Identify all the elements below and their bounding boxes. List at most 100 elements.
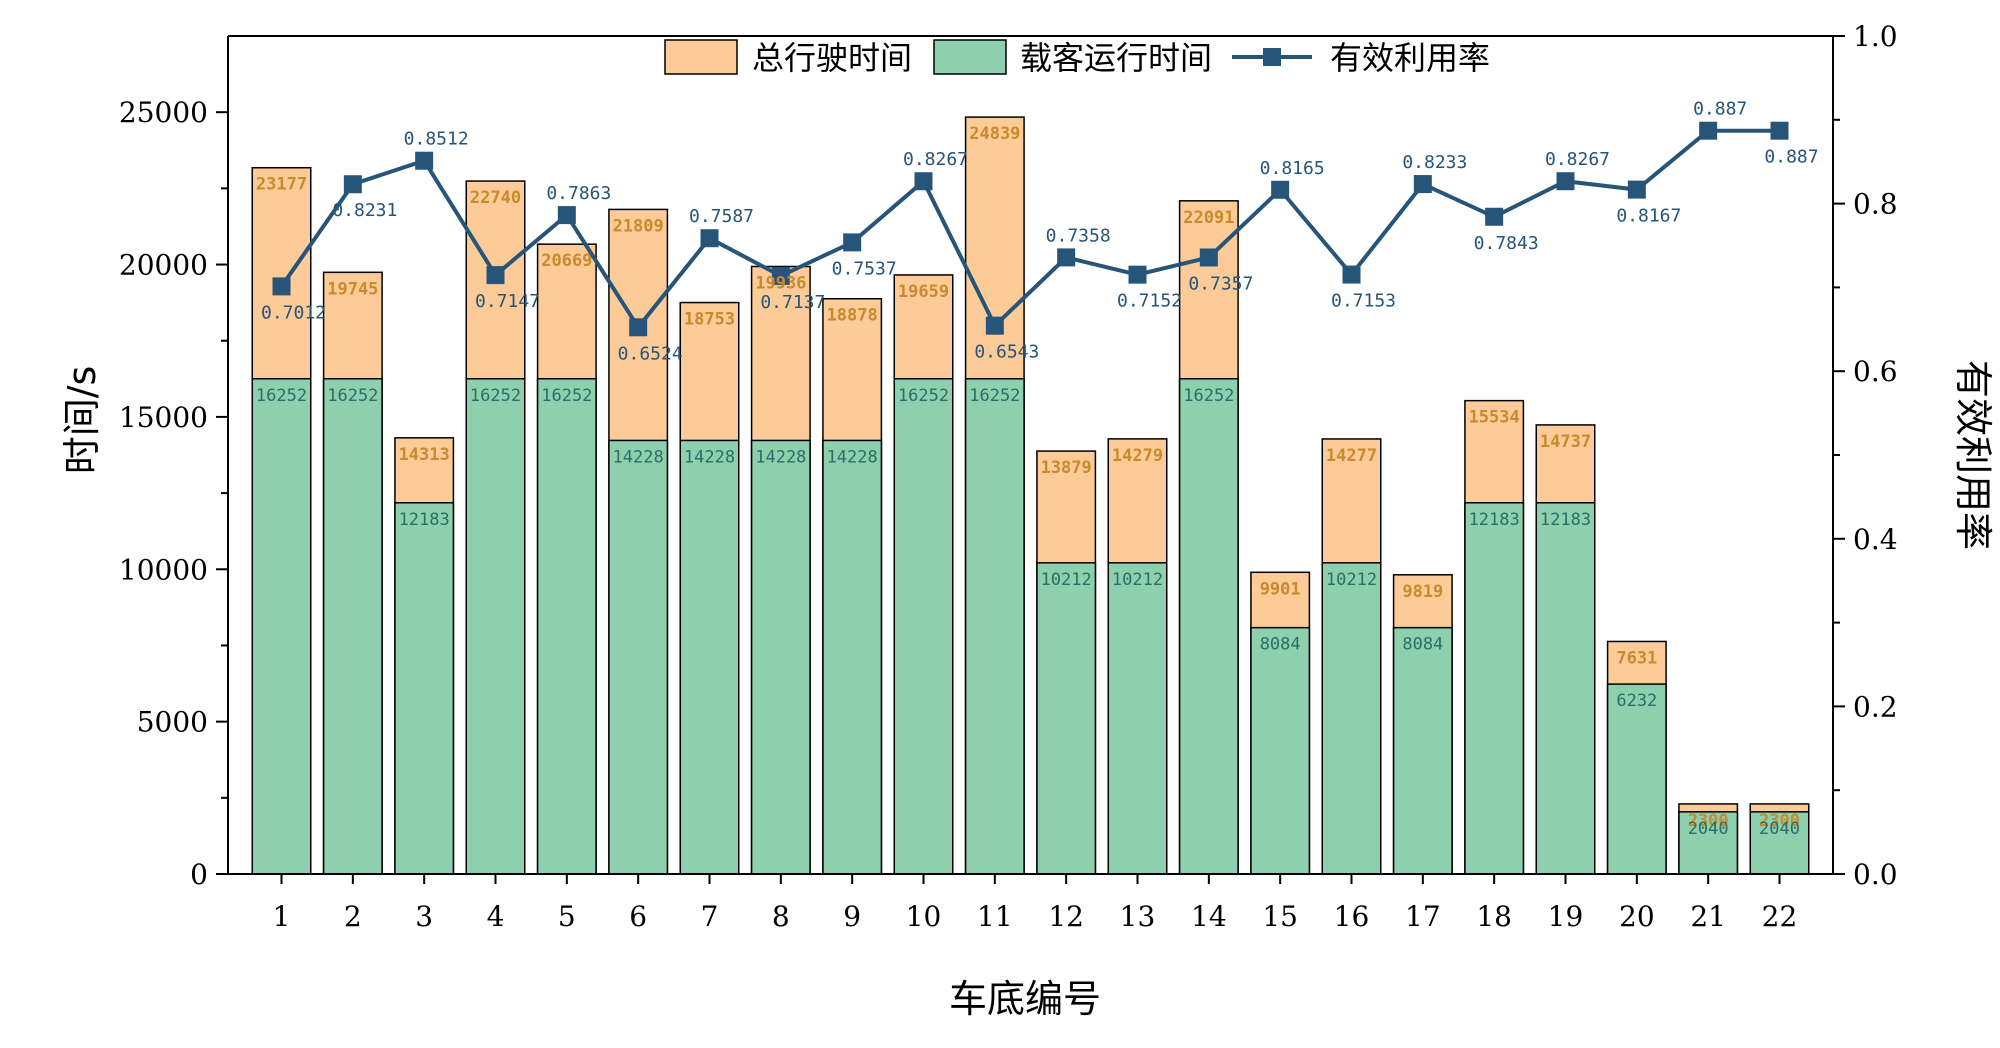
x-tick-label: 11 — [977, 900, 1013, 933]
load-value-label: 12183 — [1469, 510, 1520, 530]
legend-swatch-total — [664, 39, 738, 75]
bar-load-22 — [1749, 811, 1810, 875]
bar-load-12 — [1036, 562, 1097, 875]
rate-value-label: 0.8267 — [903, 149, 968, 170]
rate-value-label: 0.7358 — [1046, 225, 1111, 246]
total-value-label: 9901 — [1260, 579, 1301, 599]
load-value-label: 16252 — [256, 386, 307, 406]
y2-tick-label: 1.0 — [1853, 20, 1898, 53]
bar-load-1 — [251, 378, 312, 875]
x-tick-label: 9 — [843, 900, 861, 933]
x-tick-label: 4 — [487, 900, 505, 933]
total-value-label: 19745 — [327, 279, 378, 299]
legend-label-rate: 有效利用率 — [1330, 39, 1490, 77]
rate-value-label: 0.7843 — [1474, 233, 1539, 254]
rate-value-label: 0.7863 — [546, 183, 611, 204]
rate-marker-19 — [1556, 172, 1575, 191]
rate-marker-18 — [1485, 207, 1504, 226]
y2-tick-label: 0.6 — [1853, 355, 1898, 388]
bar-load-21 — [1678, 811, 1739, 875]
rate-marker-9 — [843, 233, 862, 252]
rate-marker-5 — [557, 206, 576, 225]
rate-value-label: 0.7587 — [689, 206, 754, 227]
bar-load-15 — [1250, 626, 1311, 875]
rate-marker-8 — [771, 266, 790, 285]
rate-line-layer — [272, 121, 1789, 337]
x-tick-label: 3 — [415, 900, 433, 933]
total-value-label: 18753 — [684, 310, 735, 330]
x-tick-label: 1 — [273, 900, 291, 933]
total-value-label: 2300 — [1688, 811, 1729, 831]
total-value-label: 22091 — [1183, 208, 1234, 228]
rate-value-label: 0.8165 — [1260, 158, 1325, 179]
rate-marker-15 — [1271, 180, 1290, 199]
axes-layer: 0 5000 10000 15000 20000 25000 0.0 0.2 0.4 0.6 0.8… — [119, 20, 1898, 933]
x-tick-label: 6 — [629, 900, 647, 933]
load-value-label: 2040 — [1759, 819, 1800, 839]
total-value-label: 22740 — [470, 188, 521, 208]
bar-load-3 — [394, 502, 455, 875]
load-value-label: 16252 — [1183, 386, 1234, 406]
y-tick-label: 15000 — [119, 401, 208, 434]
load-value-label: 16252 — [898, 386, 949, 406]
x-tick-label: 18 — [1476, 900, 1512, 933]
total-value-label: 19659 — [898, 282, 949, 302]
bar-load-7 — [679, 439, 740, 875]
rate-value-label: 0.7152 — [1117, 291, 1182, 312]
rate-value-label: 0.6543 — [974, 342, 1039, 363]
y-tick-label: 20000 — [119, 249, 208, 282]
rate-marker-10 — [914, 172, 933, 191]
y2-tick-label: 0.4 — [1853, 523, 1898, 556]
rate-value-label: 0.8167 — [1616, 206, 1681, 227]
total-value-label: 14277 — [1326, 446, 1377, 466]
total-value-label: 14737 — [1540, 432, 1591, 452]
rate-value-label: 0.7137 — [760, 292, 825, 313]
x-tick-label: 19 — [1548, 900, 1584, 933]
bar-load-19 — [1535, 502, 1596, 875]
x-tick-label: 15 — [1262, 900, 1298, 933]
bar-load-11 — [964, 378, 1025, 875]
load-value-label: 2040 — [1688, 819, 1729, 839]
load-value-label: 12183 — [399, 510, 450, 530]
rate-marker-6 — [629, 318, 648, 337]
total-value-label: 21809 — [613, 216, 664, 236]
total-value-label: 9819 — [1402, 582, 1443, 602]
total-value-label: 18878 — [827, 306, 878, 326]
total-value-label: 20669 — [541, 251, 592, 271]
x-tick-label: 16 — [1334, 900, 1370, 933]
rate-value-label: 0.8267 — [1545, 149, 1610, 170]
x-tick-label: 8 — [772, 900, 790, 933]
load-value-label: 16252 — [470, 386, 521, 406]
x-tick-label: 5 — [558, 900, 576, 933]
x-axis-title: 车底编号 — [949, 977, 1101, 1021]
x-tick-label: 22 — [1762, 900, 1798, 933]
bar-load-4 — [465, 378, 526, 875]
legend-swatch-load — [933, 39, 1007, 75]
value-labels-layer: 23177 16252 19745 16252 14313 12183 22740 16252… — [256, 99, 1819, 839]
total-value-label: 14279 — [1112, 446, 1163, 466]
bar-load-9 — [822, 439, 883, 875]
y-tick-label: 5000 — [137, 706, 208, 739]
rate-value-label: 0.8233 — [1402, 152, 1467, 173]
rate-value-label: 0.887 — [1693, 99, 1747, 120]
y-axis-title: 时间/s — [60, 366, 104, 475]
rate-marker-21 — [1699, 121, 1718, 140]
bar-load-20 — [1606, 683, 1667, 875]
rate-series-line — [279, 128, 1780, 331]
rate-marker-2 — [343, 175, 362, 194]
rate-value-label: 0.8512 — [404, 129, 469, 150]
y2-tick-label: 0.0 — [1853, 858, 1898, 891]
rate-marker-20 — [1627, 180, 1646, 199]
rate-marker-1 — [272, 277, 291, 296]
y2-tick-label: 0.2 — [1853, 690, 1898, 723]
y-tick-label: 25000 — [119, 96, 208, 129]
load-value-label: 16252 — [541, 386, 592, 406]
x-tick-label: 7 — [701, 900, 719, 933]
load-value-label: 14228 — [613, 447, 664, 467]
rate-marker-12 — [1057, 248, 1076, 267]
bar-load-17 — [1392, 626, 1453, 875]
bar-load-14 — [1178, 378, 1239, 875]
bar-load-6 — [608, 439, 669, 875]
load-value-label: 14228 — [755, 447, 806, 467]
